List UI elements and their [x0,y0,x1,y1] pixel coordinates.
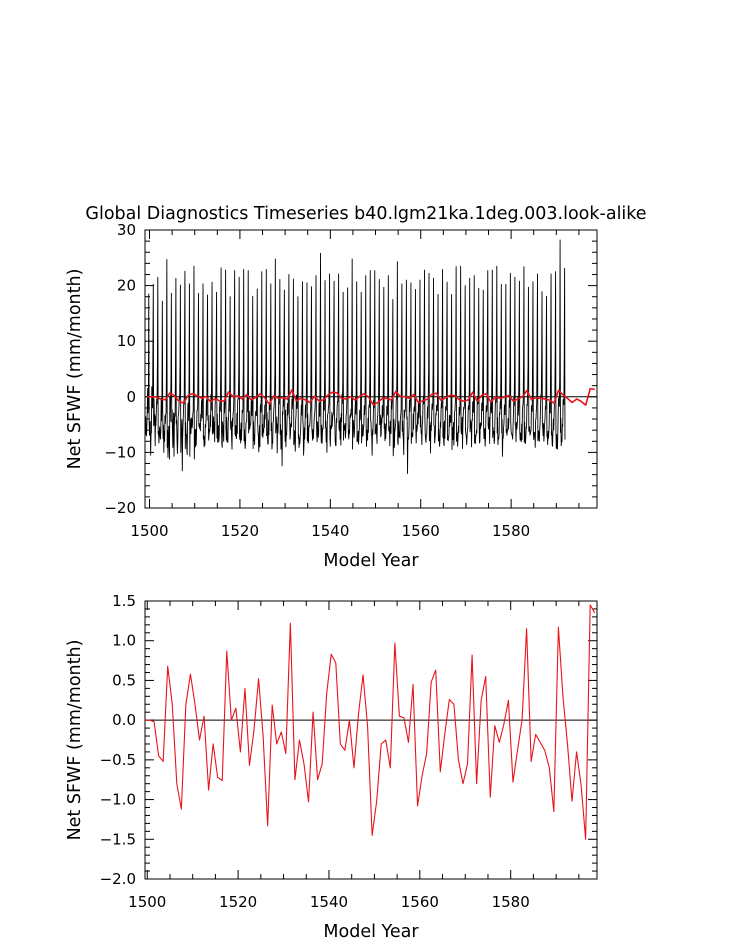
y-tick-label: −1.0 [100,791,136,809]
y-tick-label: 0.0 [112,711,136,729]
x-axis-label: Model Year [323,922,419,942]
y-tick-label: −0.5 [100,751,136,769]
y-axis-label: Net SFWF (mm/month) [65,640,85,841]
y-tick-label: 0 [126,388,136,406]
x-tick-label: 1560 [401,893,439,911]
y-tick-label: −20 [104,499,136,517]
plot-frame [144,600,598,880]
top-panel: 1500 1520 1540 1560 1580 −20 −10 0 10 20 30 Model Y… [65,221,598,571]
monthly-line [145,239,566,474]
x-tick-label: 1500 [130,522,168,540]
y-tick-label: 1.0 [112,632,136,650]
x-tick-label: 1580 [492,893,530,911]
y-tick-label: 10 [117,332,136,350]
annual-mean-line [147,387,595,406]
x-tick-label: 1540 [311,522,349,540]
x-tick-label: 1520 [221,522,259,540]
x-tick-label: 1580 [492,522,530,540]
chart-title: Global Diagnostics Timeseries b40.lgm21k… [85,204,646,224]
y-tick-label: 20 [117,277,136,295]
y-tick-label: −10 [104,443,136,461]
x-tick-label: 1540 [310,893,348,911]
bottom-panel: 1500 1520 1540 1560 1580 −2.0 −1.5 −1.0 −0.5 0.0 0… [65,592,598,942]
annual-mean-line [145,604,596,840]
y-tick-label: 30 [117,221,136,239]
x-axis-label: Model Year [323,551,419,571]
x-tick-label: 1500 [128,893,166,911]
y-axis-label: Net SFWF (mm/month) [65,269,85,470]
y-tick-label: 1.5 [112,592,136,610]
y-tick-label: 0.5 [112,671,136,689]
x-tick-label: 1520 [219,893,257,911]
y-tick-label: −1.5 [100,830,136,848]
plot-frame [144,229,598,509]
x-tick-label: 1560 [402,522,440,540]
y-tick-label: −2.0 [100,870,136,888]
